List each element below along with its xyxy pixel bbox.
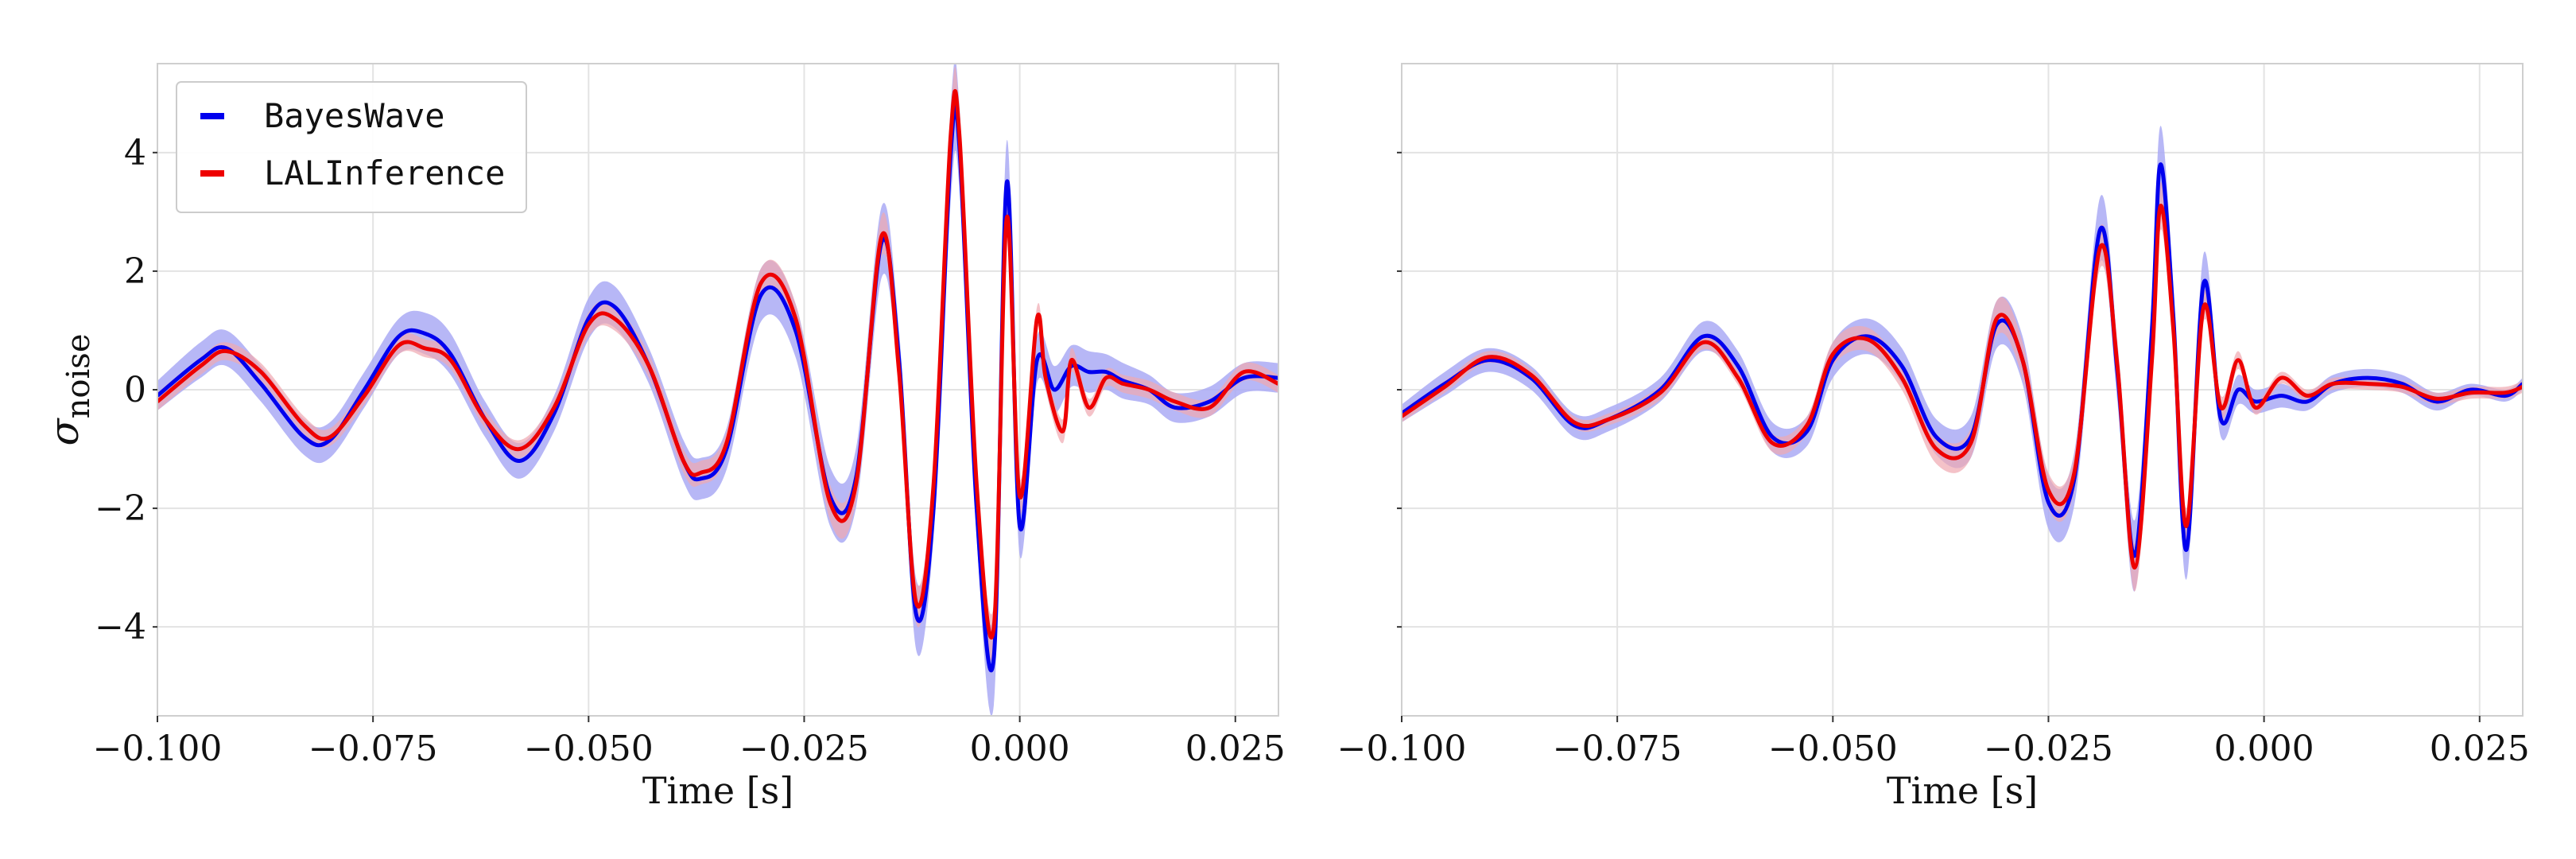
series-line-bayeswave	[1402, 162, 2523, 558]
plot-area	[1402, 126, 2523, 592]
x-tick-label: 0.000	[2214, 729, 2314, 769]
y-tick-label: 2	[124, 251, 146, 292]
credible-band-bayeswave	[1402, 126, 2523, 592]
legend: BayesWave LALInference	[176, 81, 527, 213]
y-tick-label: 0	[124, 370, 146, 410]
panel-right: −0.100 −0.075 −0.050 −0.025 0.000 0.025 Time […	[1337, 63, 2530, 812]
y-tick-label: −4	[95, 607, 146, 647]
x-tick-label: 0.025	[2430, 729, 2530, 769]
x-tick-label: −0.100	[93, 729, 223, 769]
x-tick-label: −0.075	[1553, 729, 1682, 769]
x-axis-label: Time [s]	[642, 769, 793, 812]
x-tick-label: −0.050	[524, 729, 654, 769]
series-line-lalinference	[1402, 204, 2523, 570]
legend-box	[176, 81, 527, 213]
x-tick-label: −0.025	[1984, 729, 2113, 769]
legend-label-bayeswave: BayesWave	[264, 96, 445, 135]
x-tick-label: −0.025	[739, 729, 869, 769]
x-axis-label: Time [s]	[1887, 769, 2038, 812]
y-tick-label: −2	[95, 488, 146, 529]
x-tick-label: 0.000	[970, 729, 1070, 769]
legend-label-lalinference: LALInference	[264, 154, 505, 192]
credible-band-lalinference	[1402, 181, 2523, 592]
series-line-lalinference	[157, 89, 1278, 640]
x-tick-label: 0.025	[1185, 729, 1286, 769]
y-axis-label: σnoise	[41, 334, 97, 446]
x-tick-label: −0.100	[1337, 729, 1467, 769]
x-tick-label: −0.075	[308, 729, 438, 769]
y-tick-label: 4	[124, 133, 146, 173]
plot-area	[157, 64, 1278, 716]
panel-left: −0.100 −0.075 −0.050 −0.025 0.000 0.025 −4 −2 0 2…	[41, 63, 1286, 812]
x-tick-label: −0.050	[1768, 729, 1898, 769]
